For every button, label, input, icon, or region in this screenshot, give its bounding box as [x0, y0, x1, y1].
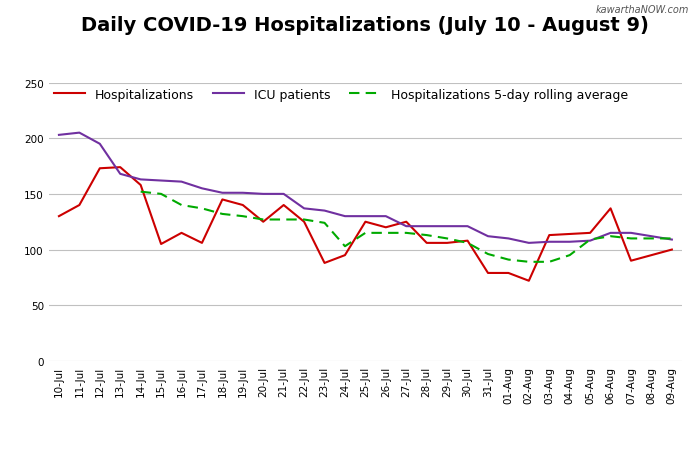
Hospitalizations	[586, 231, 594, 236]
Hospitalizations 5-day rolling average	[545, 259, 553, 265]
Hospitalizations	[504, 270, 512, 276]
Hospitalizations 5-day rolling average	[341, 244, 349, 250]
Hospitalizations	[259, 219, 267, 225]
ICU patients	[381, 214, 390, 219]
ICU patients	[647, 234, 656, 239]
ICU patients	[627, 231, 635, 236]
Title: Daily COVID-19 Hospitalizations (July 10 - August 9): Daily COVID-19 Hospitalizations (July 10…	[81, 16, 649, 35]
Hospitalizations	[422, 241, 431, 246]
ICU patients	[280, 192, 288, 197]
Hospitalizations 5-day rolling average	[422, 233, 431, 238]
ICU patients	[667, 237, 676, 243]
Hospitalizations	[647, 253, 656, 258]
Hospitalizations	[300, 219, 308, 225]
ICU patients	[586, 238, 594, 244]
ICU patients	[606, 231, 615, 236]
ICU patients	[157, 178, 165, 184]
Hospitalizations 5-day rolling average	[504, 257, 512, 263]
Hospitalizations 5-day rolling average	[402, 231, 411, 236]
Hospitalizations 5-day rolling average	[136, 189, 145, 195]
Hospitalizations 5-day rolling average	[177, 203, 186, 208]
ICU patients	[219, 191, 227, 196]
Hospitalizations 5-day rolling average	[566, 253, 574, 258]
Hospitalizations	[484, 270, 492, 276]
Line: Hospitalizations 5-day rolling average: Hospitalizations 5-day rolling average	[141, 192, 672, 262]
ICU patients	[422, 224, 431, 230]
Hospitalizations	[177, 231, 186, 236]
ICU patients	[55, 133, 63, 138]
ICU patients	[545, 239, 553, 245]
ICU patients	[300, 206, 308, 212]
Hospitalizations	[381, 225, 390, 231]
Hospitalizations 5-day rolling average	[157, 192, 165, 197]
Hospitalizations	[361, 219, 370, 225]
ICU patients	[320, 208, 329, 214]
Hospitalizations	[198, 241, 206, 246]
Hospitalizations	[341, 253, 349, 258]
Hospitalizations 5-day rolling average	[464, 241, 472, 246]
Hospitalizations 5-day rolling average	[484, 252, 492, 257]
ICU patients	[75, 131, 84, 136]
ICU patients	[402, 224, 411, 230]
Hospitalizations 5-day rolling average	[280, 217, 288, 223]
Hospitalizations	[606, 206, 615, 212]
ICU patients	[443, 224, 451, 230]
Hospitalizations	[219, 197, 227, 203]
Hospitalizations 5-day rolling average	[525, 259, 533, 265]
ICU patients	[239, 191, 247, 196]
Hospitalizations	[402, 219, 411, 225]
Hospitalizations 5-day rolling average	[381, 231, 390, 236]
Hospitalizations 5-day rolling average	[259, 217, 267, 223]
ICU patients	[504, 236, 512, 242]
ICU patients	[95, 142, 104, 147]
Hospitalizations 5-day rolling average	[239, 214, 247, 219]
Hospitalizations	[627, 258, 635, 264]
ICU patients	[259, 192, 267, 197]
Line: ICU patients: ICU patients	[59, 133, 672, 244]
ICU patients	[525, 241, 533, 246]
ICU patients	[361, 214, 370, 219]
ICU patients	[116, 172, 125, 177]
Hospitalizations	[667, 247, 676, 253]
Legend: Hospitalizations, ICU patients, Hospitalizations 5-day rolling average: Hospitalizations, ICU patients, Hospital…	[49, 83, 633, 106]
ICU patients	[177, 180, 186, 185]
Hospitalizations	[55, 214, 63, 219]
Text: kawarthaNOW.com: kawarthaNOW.com	[596, 5, 689, 15]
Hospitalizations 5-day rolling average	[198, 206, 206, 212]
Hospitalizations 5-day rolling average	[300, 217, 308, 223]
Hospitalizations 5-day rolling average	[647, 236, 656, 242]
ICU patients	[198, 186, 206, 192]
Hospitalizations	[75, 203, 84, 208]
ICU patients	[341, 214, 349, 219]
Hospitalizations	[443, 241, 451, 246]
Hospitalizations	[464, 238, 472, 244]
Hospitalizations	[320, 261, 329, 266]
Line: Hospitalizations: Hospitalizations	[59, 168, 672, 281]
Hospitalizations 5-day rolling average	[627, 236, 635, 242]
ICU patients	[484, 234, 492, 239]
Hospitalizations 5-day rolling average	[320, 220, 329, 226]
Hospitalizations 5-day rolling average	[586, 237, 594, 243]
Hospitalizations 5-day rolling average	[667, 236, 676, 242]
Hospitalizations	[525, 278, 533, 284]
Hospitalizations	[545, 233, 553, 238]
Hospitalizations	[136, 183, 145, 188]
Hospitalizations	[239, 203, 247, 208]
Hospitalizations	[566, 232, 574, 237]
ICU patients	[464, 224, 472, 230]
ICU patients	[566, 239, 574, 245]
Hospitalizations	[280, 203, 288, 208]
Hospitalizations	[95, 166, 104, 172]
ICU patients	[136, 177, 145, 183]
Hospitalizations 5-day rolling average	[606, 234, 615, 239]
Hospitalizations 5-day rolling average	[443, 236, 451, 242]
Hospitalizations 5-day rolling average	[219, 212, 227, 217]
Hospitalizations	[157, 242, 165, 247]
Hospitalizations 5-day rolling average	[361, 231, 370, 236]
Hospitalizations	[116, 165, 125, 170]
